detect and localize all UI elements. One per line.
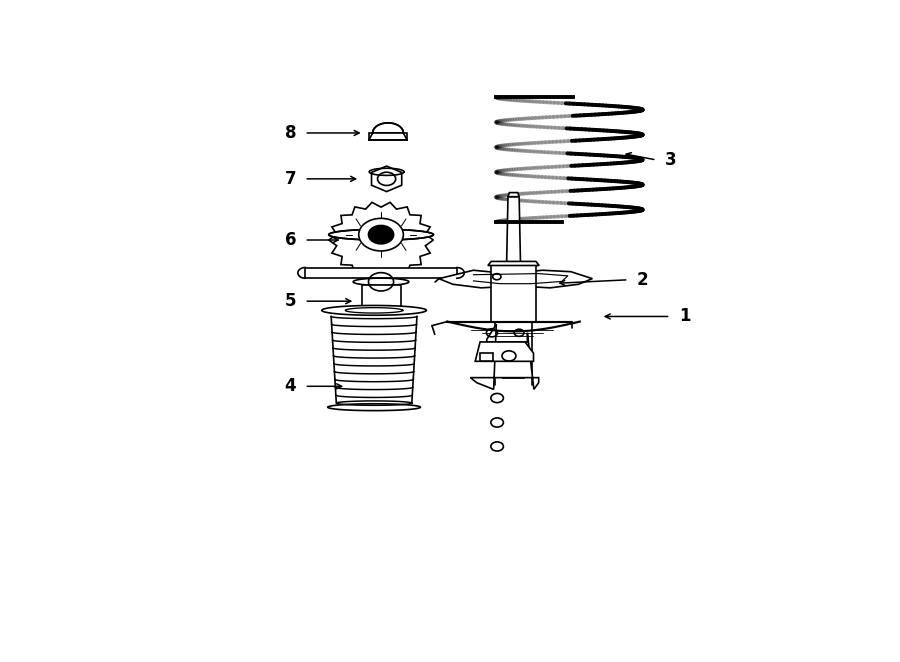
Polygon shape (353, 278, 409, 285)
Text: 1: 1 (679, 307, 690, 326)
Polygon shape (372, 166, 401, 191)
Polygon shape (491, 265, 536, 322)
Polygon shape (373, 123, 403, 133)
Polygon shape (305, 267, 457, 278)
Polygon shape (362, 285, 400, 310)
Polygon shape (328, 404, 420, 410)
Polygon shape (507, 197, 520, 265)
Polygon shape (471, 324, 539, 389)
Polygon shape (439, 270, 592, 288)
Polygon shape (475, 342, 534, 361)
Circle shape (359, 218, 403, 251)
Text: 2: 2 (637, 271, 648, 289)
Text: 4: 4 (284, 377, 296, 395)
Polygon shape (328, 203, 434, 277)
Text: 3: 3 (665, 151, 676, 169)
Text: 7: 7 (284, 170, 296, 188)
Polygon shape (480, 354, 492, 361)
Text: 6: 6 (284, 231, 296, 249)
Text: 5: 5 (284, 292, 296, 310)
Polygon shape (322, 305, 427, 315)
Polygon shape (369, 133, 407, 140)
Polygon shape (328, 229, 434, 240)
Text: 8: 8 (284, 124, 296, 142)
Polygon shape (488, 261, 539, 265)
Polygon shape (508, 193, 519, 197)
Circle shape (368, 226, 393, 244)
